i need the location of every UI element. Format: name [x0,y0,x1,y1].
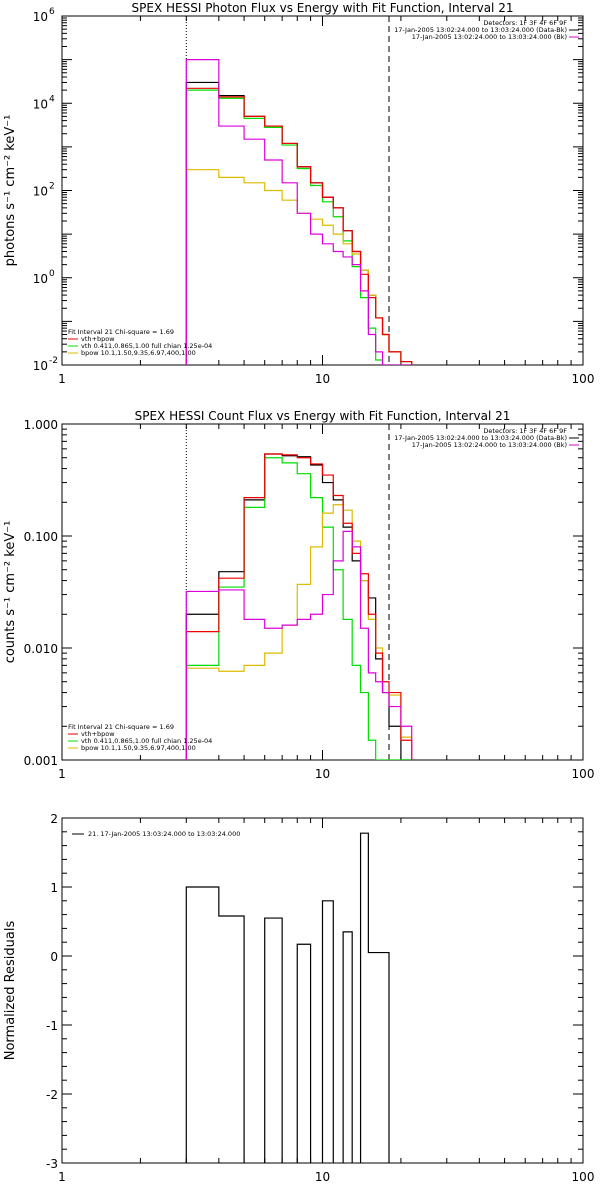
fit-info-line: Fit Interval 21 Chi-square = 1.69 [68,328,174,336]
fit-info: Fit Interval 21 Chi-square = 1.69vth+bpo… [68,328,212,357]
y-tick-label: 0 [50,950,58,964]
y-tick-exponent: 0 [49,269,55,279]
y-axis: -3 -2 -1 0 1 2 [46,812,583,1171]
y-tick-label: 1 [50,881,58,895]
y-tick-label: 10 [33,185,48,199]
series-line-bk [185,59,413,365]
plot-panel-3: 1 10 100 -3 -2 -1 0 1 2 Normalized Residuals 21. 1… [3,812,594,1184]
y-tick-label: 10 [33,272,48,286]
plot-title: SPEX HESSI Count Flux vs Energy with Fit… [135,409,511,423]
fit-info-line: vth+bpow [81,730,115,738]
fit-info-line: vth 0.411,0.865,1.00 full chian 1.25e-04 [81,342,212,350]
fit-info-line: bpow 10.1,1.50,9.35,6.97,400,1.00 [81,744,196,752]
y-tick-label: 10 [33,97,48,111]
fit-info-line: bpow 10.1,1.50,9.35,6.97,400,1.00 [81,349,196,357]
series-line-data-bk [185,453,413,760]
y-tick-label: -3 [46,1157,58,1171]
fit-info-line: Fit Interval 21 Chi-square = 1.69 [68,723,174,731]
plot-panel-1: SPEX HESSI Photon Flux vs Energy with Fi… [3,1,594,386]
x-axis: 1 10 100 [58,818,594,1184]
y-tick-label: 10 [33,10,48,24]
x-tick-label: 10 [315,767,330,781]
fit-info: Fit Interval 21 Chi-square = 1.69vth+bpo… [68,723,212,752]
x-tick-label: 1 [58,767,66,781]
x-tick-label: 10 [315,372,330,386]
legend-entry: Detectors: 1F 3F 4F 6F 9F [483,19,567,27]
series-line-vth [185,457,413,760]
y-tick-exponent: -2 [49,356,58,366]
y-tick-label: 1.000 [24,418,58,432]
fit-info-line: vth+bpow [81,335,115,343]
y-axis-label: counts s⁻¹ cm⁻² keV⁻¹ [3,521,18,664]
x-tick-label: 1 [58,1170,66,1184]
y-tick-label: 2 [50,812,58,826]
y-tick-label: 10 [33,359,48,373]
legend-entry: 17-Jan-2005 13:02:24.000 to 13:03:24.000… [394,26,567,34]
legend-entry: 17-Jan-2005 13:02:24.000 to 13:03:24.000… [394,434,567,442]
series-group [185,832,390,1163]
y-tick-exponent: 2 [49,182,55,192]
x-tick-label: 1 [58,372,66,386]
series-line-bpow [185,169,413,365]
series-line-vth [185,89,413,365]
y-tick-exponent: 4 [49,94,55,104]
x-tick-label: 100 [572,1170,595,1184]
legend-entry: 21. 17-Jan-2005 13:03:24.000 to 13:03:24… [88,830,240,838]
series-group [185,59,413,365]
series-line-bk [185,530,413,760]
y-tick-exponent: 6 [49,7,55,17]
y-axis-label: photons s⁻¹ cm⁻² keV⁻¹ [3,115,18,267]
y-tick-label: -2 [46,1088,58,1102]
plot-panel-2: SPEX HESSI Count Flux vs Energy with Fit… [3,409,595,781]
series-line-bpow [185,504,413,760]
y-tick-label: 0.010 [24,642,58,656]
y-tick-label: 0.001 [24,754,58,768]
legend-entry: 17-Jan-2005 13:02:24.000 to 13:03:24.000… [412,33,567,41]
y-tick-label: 0.100 [24,530,58,544]
legend-entry: 17-Jan-2005 13:02:24.000 to 13:03:24.000… [412,441,567,449]
x-tick-label: 10 [315,1170,330,1184]
series-line-vth-bpow [185,87,413,365]
series-group [185,453,413,760]
x-axis: 1 10 100 [58,16,594,386]
series-line-vth-bpow [185,453,413,760]
legend-entry: Detectors: 1F 3F 4F 6F 9F [483,427,567,435]
x-tick-label: 100 [572,767,595,781]
plot-title: SPEX HESSI Photon Flux vs Energy with Fi… [132,1,514,15]
fit-info-line: vth 0.411,0.865,1.00 full chian 1.25e-04 [81,737,212,745]
x-tick-label: 100 [572,372,595,386]
y-axis: 0.001 0.010 0.100 1.000 [24,418,583,768]
series-line-data-bk [185,81,413,365]
y-tick-label: -1 [46,1019,58,1033]
legend: 21. 17-Jan-2005 13:03:24.000 to 13:03:24… [72,830,240,838]
y-axis-label: Normalized Residuals [3,921,18,1061]
series-line-21 [185,832,390,1163]
